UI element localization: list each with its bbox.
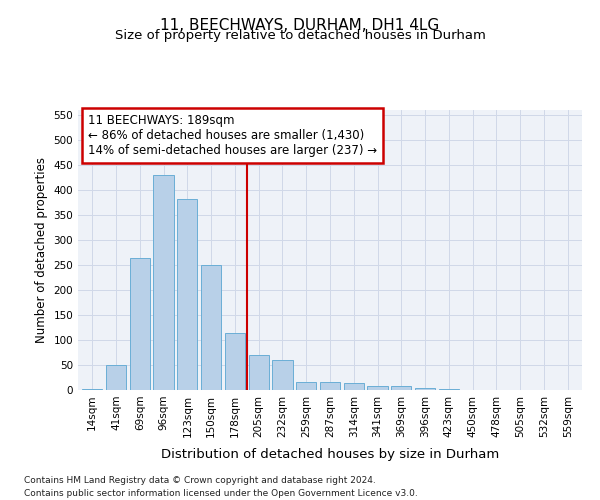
Bar (296, 382, 316, 390)
Bar (344, 382, 364, 390)
Bar (439, 389, 459, 390)
Bar (415, 388, 435, 390)
Bar (367, 386, 388, 390)
Text: Size of property relative to detached houses in Durham: Size of property relative to detached ho… (115, 29, 485, 42)
Bar (130, 258, 150, 390)
Bar (272, 360, 293, 390)
Text: 11 BEECHWAYS: 189sqm
← 86% of detached houses are smaller (1,430)
14% of semi-de: 11 BEECHWAYS: 189sqm ← 86% of detached h… (88, 114, 377, 157)
Bar (177, 199, 197, 390)
Bar (106, 365, 126, 390)
Text: 11, BEECHWAYS, DURHAM, DH1 4LG: 11, BEECHWAYS, DURHAM, DH1 4LG (160, 18, 440, 32)
Y-axis label: Number of detached properties: Number of detached properties (35, 157, 48, 343)
Bar (154, 175, 173, 390)
Bar (225, 332, 245, 390)
X-axis label: Distribution of detached houses by size in Durham: Distribution of detached houses by size … (161, 448, 499, 461)
Text: Contains HM Land Registry data © Crown copyright and database right 2024.
Contai: Contains HM Land Registry data © Crown c… (24, 476, 418, 498)
Bar (320, 382, 340, 390)
Bar (201, 265, 221, 390)
Bar (82, 389, 103, 390)
Bar (248, 355, 269, 390)
Bar (391, 386, 412, 390)
